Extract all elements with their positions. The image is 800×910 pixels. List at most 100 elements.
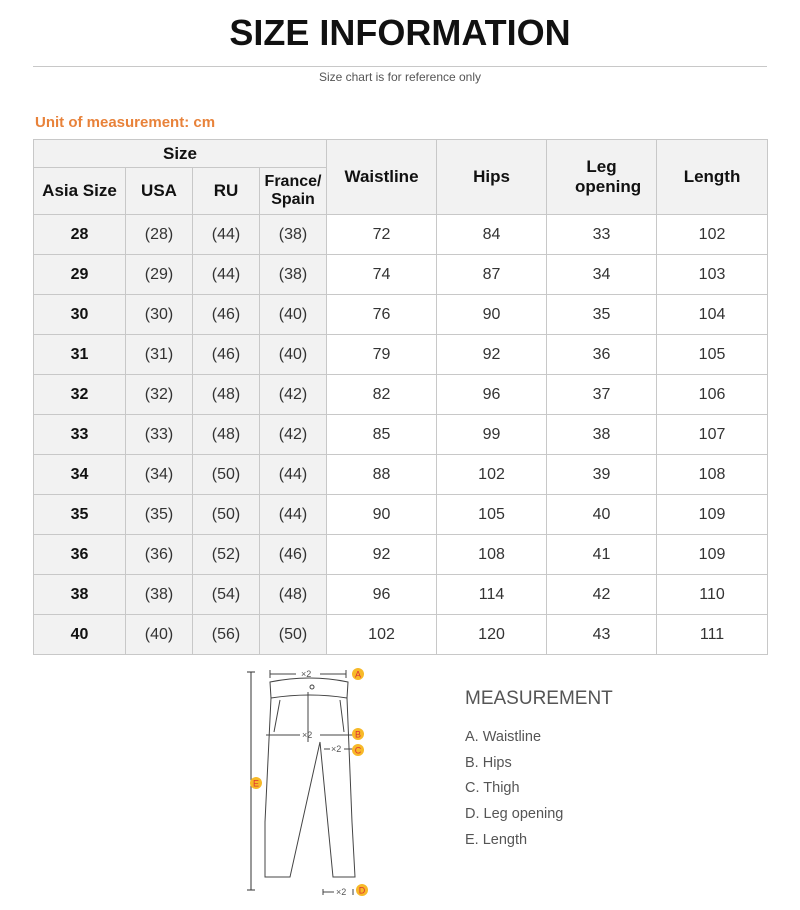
table-cell: (29) — [125, 254, 193, 295]
table-cell: 96 — [326, 574, 438, 615]
table-cell: (46) — [192, 334, 260, 375]
table-cell: 99 — [436, 414, 548, 455]
table-cell: (38) — [258, 254, 328, 295]
table-cell: 31 — [33, 334, 126, 375]
table-cell: (44) — [258, 454, 328, 495]
measurement-item: B. Hips — [465, 754, 512, 771]
table-row: 40 (40) (56) (50) 102 120 43 111 — [33, 614, 769, 655]
table-cell: 82 — [326, 374, 438, 415]
table-row: 28 (28) (44) (38) 72 84 33 102 — [33, 214, 769, 255]
table-cell: 111 — [656, 614, 769, 655]
table-cell: (44) — [192, 214, 260, 255]
marker-d: D — [359, 886, 366, 896]
table-cell: (36) — [125, 534, 193, 575]
table-cell: 28 — [33, 214, 126, 255]
table-cell: (40) — [258, 334, 328, 375]
table-cell: 79 — [326, 334, 438, 375]
table-cell: 40 — [33, 614, 126, 655]
table-cell: 35 — [33, 494, 126, 535]
table-cell: 39 — [546, 454, 658, 495]
table-cell: (38) — [258, 214, 328, 255]
table-cell: 42 — [546, 574, 658, 615]
measurement-title: MEASUREMENT — [465, 688, 613, 709]
table-cell: 43 — [546, 614, 658, 655]
table-cell: 29 — [33, 254, 126, 295]
table-cell: (50) — [192, 494, 260, 535]
table-row: 33 (33) (48) (42) 85 99 38 107 — [33, 414, 769, 455]
table-cell: 88 — [326, 454, 438, 495]
table-cell: 40 — [546, 494, 658, 535]
table-cell: 41 — [546, 534, 658, 575]
table-cell: 104 — [656, 294, 769, 335]
table-cell: 72 — [326, 214, 438, 255]
header-waistline: Waistline — [326, 139, 438, 215]
table-cell: (44) — [258, 494, 328, 535]
table-cell: 92 — [436, 334, 548, 375]
table-cell: 108 — [436, 534, 548, 575]
table-cell: 35 — [546, 294, 658, 335]
table-cell: (31) — [125, 334, 193, 375]
marker-c: C — [355, 746, 362, 756]
measurement-item: C. Thigh — [465, 780, 520, 797]
multiplier-label: ×2 — [331, 744, 341, 754]
table-cell: 107 — [656, 414, 769, 455]
table-cell: 36 — [546, 334, 658, 375]
table-cell: (42) — [258, 374, 328, 415]
table-cell: 36 — [33, 534, 126, 575]
table-cell: 108 — [656, 454, 769, 495]
table-cell: 105 — [436, 494, 548, 535]
pants-diagram: ×2 ×2 ×2 ×2 A B C D E — [247, 668, 368, 897]
table-cell: (56) — [192, 614, 260, 655]
header-leg-opening: Leg opening — [546, 139, 658, 215]
table-cell: (33) — [125, 414, 193, 455]
multiplier-label: ×2 — [336, 887, 346, 897]
table-cell: (42) — [258, 414, 328, 455]
table-cell: (46) — [192, 294, 260, 335]
table-cell: 90 — [326, 494, 438, 535]
table-cell: 33 — [33, 414, 126, 455]
table-cell: 37 — [546, 374, 658, 415]
table-row: 36 (36) (52) (46) 92 108 41 109 — [33, 534, 769, 575]
marker-a: A — [355, 670, 361, 680]
table-cell: 103 — [656, 254, 769, 295]
measurement-item: A. Waistline — [465, 729, 542, 745]
table-cell: 102 — [656, 214, 769, 255]
table-cell: 90 — [436, 294, 548, 335]
table-cell: 109 — [656, 494, 769, 535]
table-cell: (48) — [192, 414, 260, 455]
table-cell: 114 — [436, 574, 548, 615]
table-cell: 74 — [326, 254, 438, 295]
table-cell: (34) — [125, 454, 193, 495]
size-group-header: Size — [32, 139, 328, 168]
table-cell: (30) — [125, 294, 193, 335]
header-hips: Hips — [436, 139, 548, 215]
table-cell: 32 — [33, 374, 126, 415]
table-cell: (38) — [125, 574, 193, 615]
table-cell: (52) — [192, 534, 260, 575]
marker-e: E — [253, 779, 259, 789]
table-cell: 34 — [546, 254, 658, 295]
page-title: SIZE INFORMATION — [229, 12, 571, 53]
table-cell: 85 — [326, 414, 438, 455]
header-france-spain: France/ Spain — [258, 167, 328, 215]
multiplier-label: ×2 — [301, 669, 311, 679]
table-cell: (32) — [125, 374, 193, 415]
table-cell: 110 — [656, 574, 769, 615]
table-row: 38 (38) (54) (48) 96 114 42 110 — [33, 574, 769, 615]
table-cell: 76 — [326, 294, 438, 335]
table-cell: 105 — [656, 334, 769, 375]
table-cell: (40) — [125, 614, 193, 655]
measurement-list: A. Waistline B. Hips C. Thigh D. Leg ope… — [465, 725, 563, 854]
table-cell: 33 — [546, 214, 658, 255]
unit-label: Unit of measurement: cm — [35, 114, 216, 131]
measurement-item: E. Length — [465, 831, 528, 848]
table-cell: (48) — [192, 374, 260, 415]
table-row: 30 (30) (46) (40) 76 90 35 104 — [33, 294, 769, 335]
table-cell: (50) — [258, 614, 328, 655]
table-cell: 38 — [33, 574, 126, 615]
table-cell: 30 — [33, 294, 126, 335]
multiplier-label: ×2 — [302, 730, 312, 740]
table-cell: 102 — [326, 614, 438, 655]
table-cell: (40) — [258, 294, 328, 335]
measurement-item: D. Leg opening — [465, 806, 564, 823]
